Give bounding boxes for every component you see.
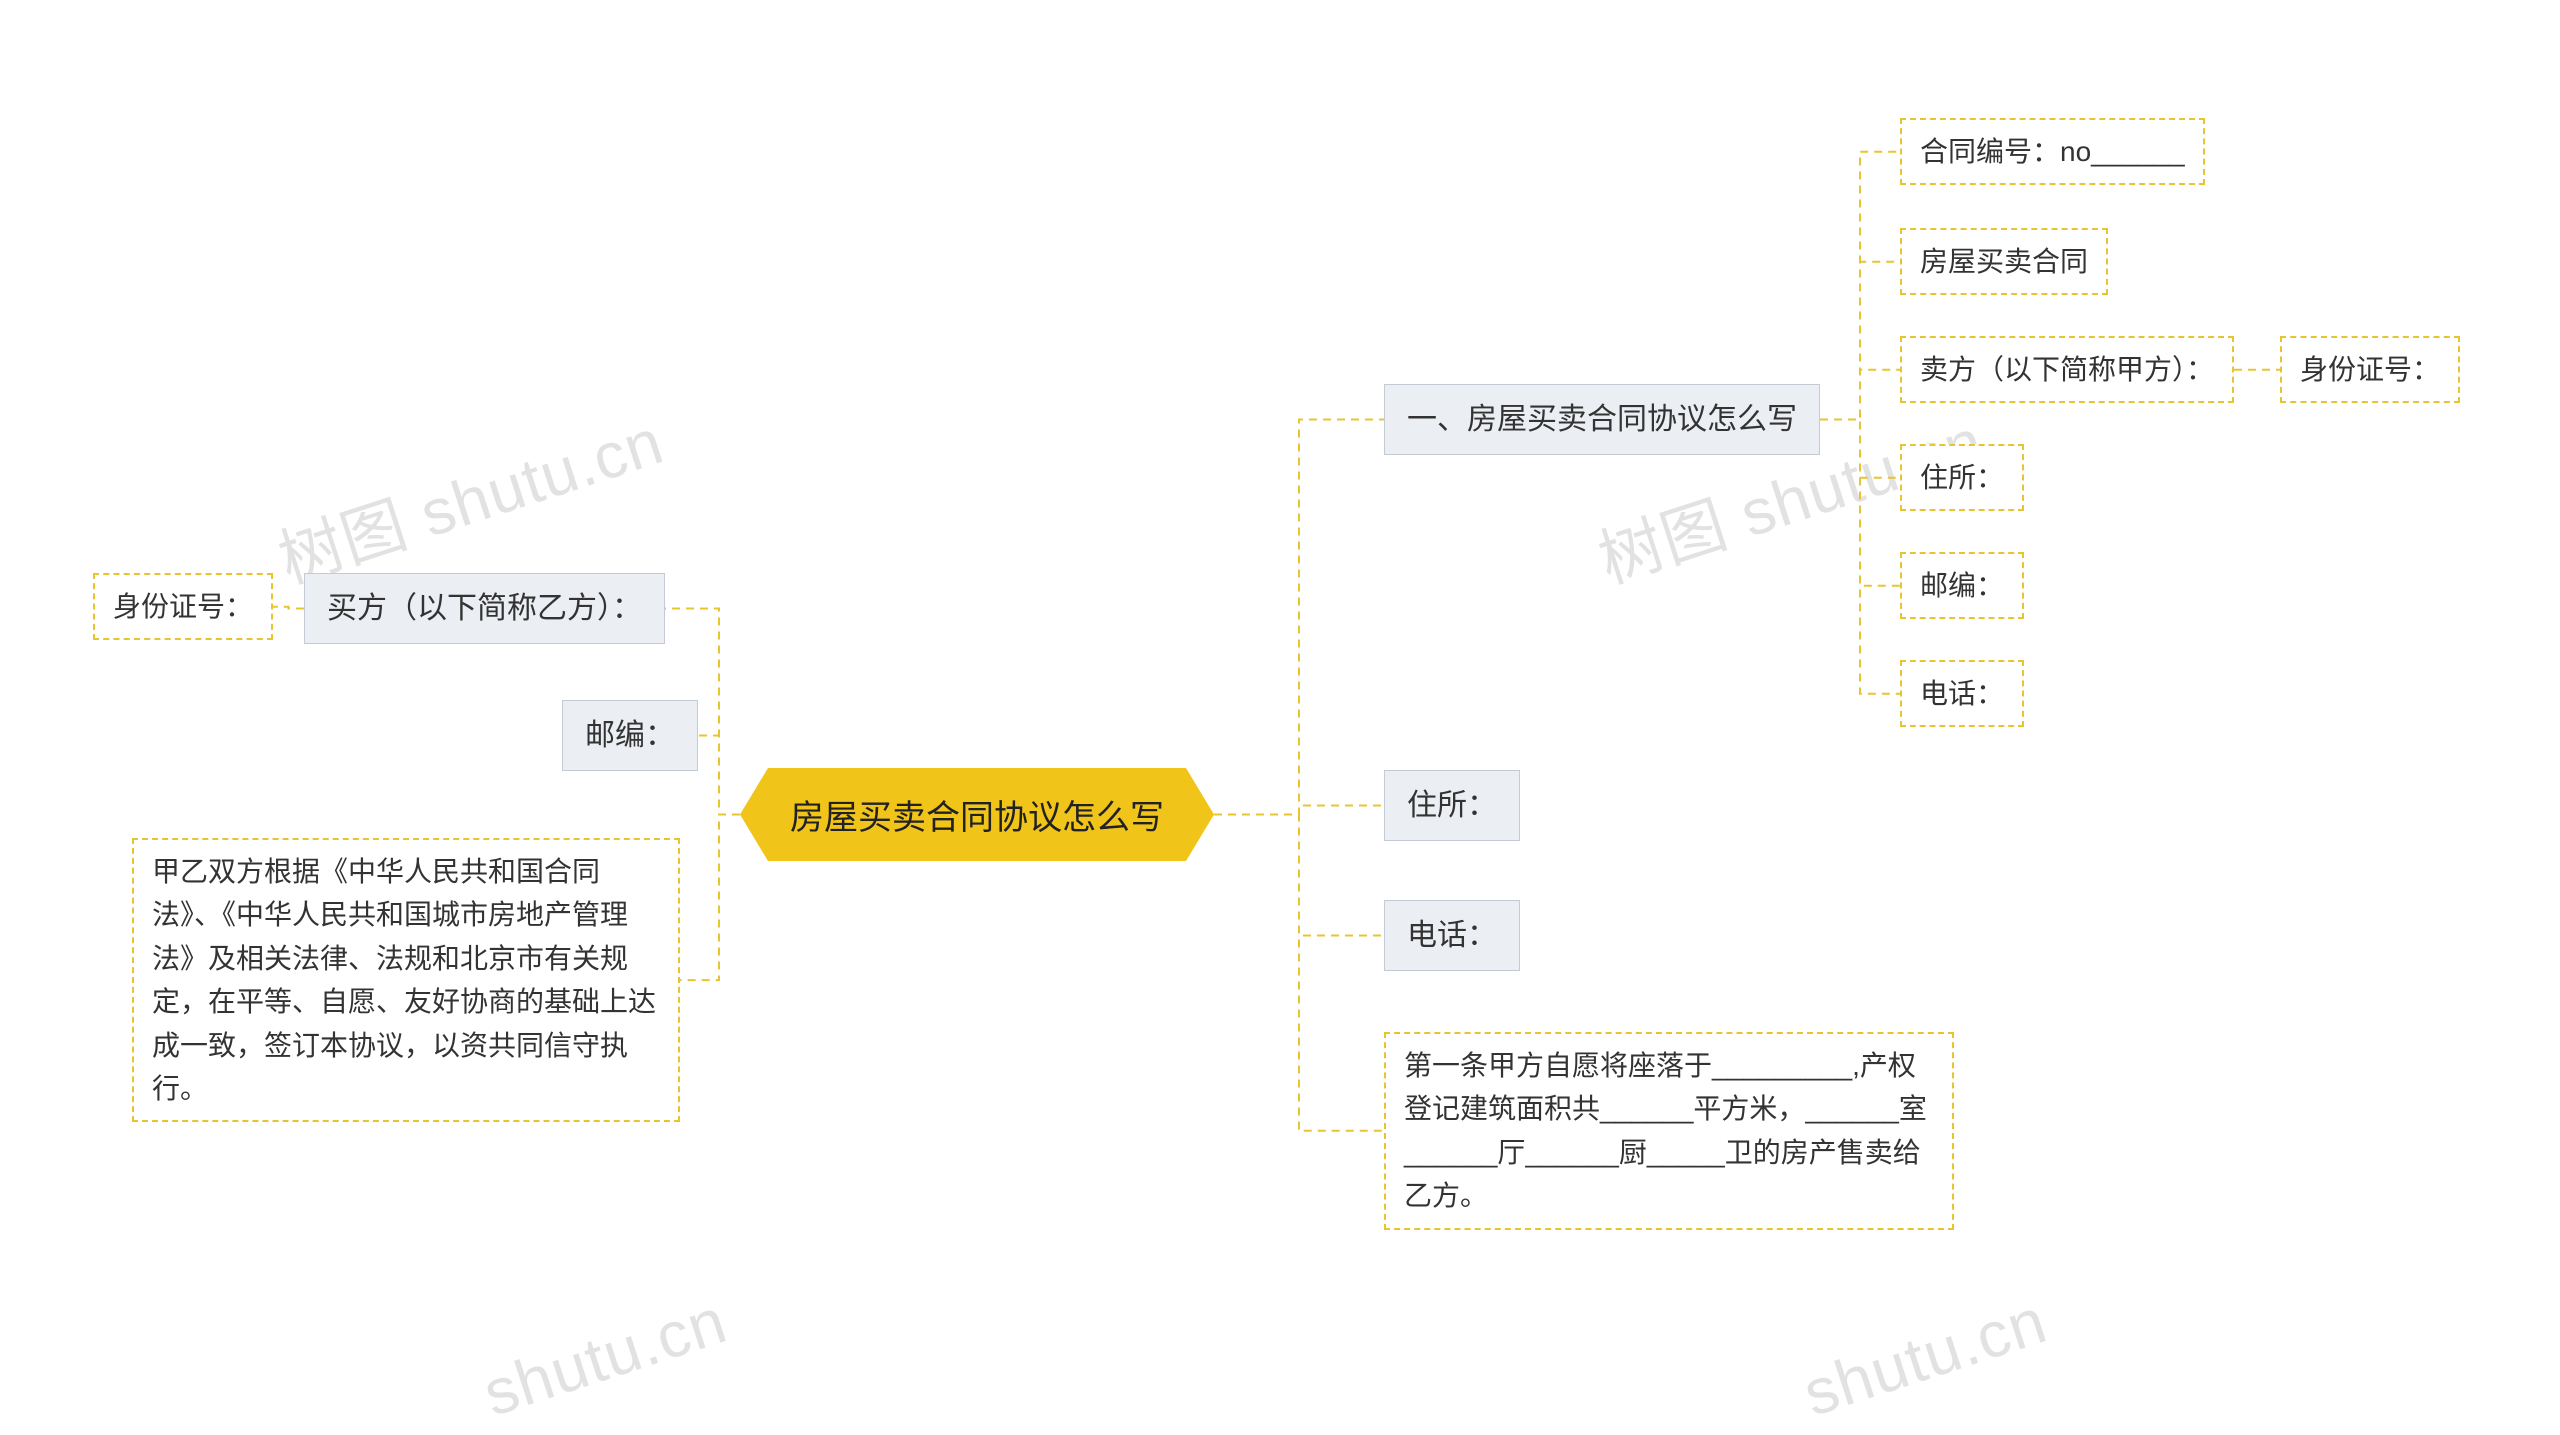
s1-postcode: 邮编： [1900,552,2024,619]
s1-address: 住所： [1900,444,2024,511]
right-article1: 第一条甲方自愿将座落于_________,产权登记建筑面积共______平方米，… [1384,1032,1954,1230]
s1-contract-title: 房屋买卖合同 [1900,228,2108,295]
watermark-3: shutu.cn [475,1283,736,1431]
left-buyer: 买方（以下简称乙方）： [304,573,665,644]
left-postcode: 邮编： [562,700,698,771]
watermark-4: shutu.cn [1795,1283,2056,1431]
watermark-1: 树图 shutu.cn [266,391,674,602]
s1-seller-idno: 身份证号： [2280,336,2460,403]
left-agreement: 甲乙双方根据《中华人民共和国合同法》、《中华人民共和国城市房地产管理法》及相关法… [132,838,680,1122]
left-buyer-idno: 身份证号： [93,573,273,640]
root-node: 房屋买卖合同协议怎么写 [740,768,1214,861]
s1-phone: 电话： [1900,660,2024,727]
s1-seller: 卖方（以下简称甲方）： [1900,336,2234,403]
right-section1: 一、房屋买卖合同协议怎么写 [1384,384,1820,455]
s1-contract-no: 合同编号：no______ [1900,118,2205,185]
right-address: 住所： [1384,770,1520,841]
right-phone: 电话： [1384,900,1520,971]
connector-lines [0,0,2560,1435]
